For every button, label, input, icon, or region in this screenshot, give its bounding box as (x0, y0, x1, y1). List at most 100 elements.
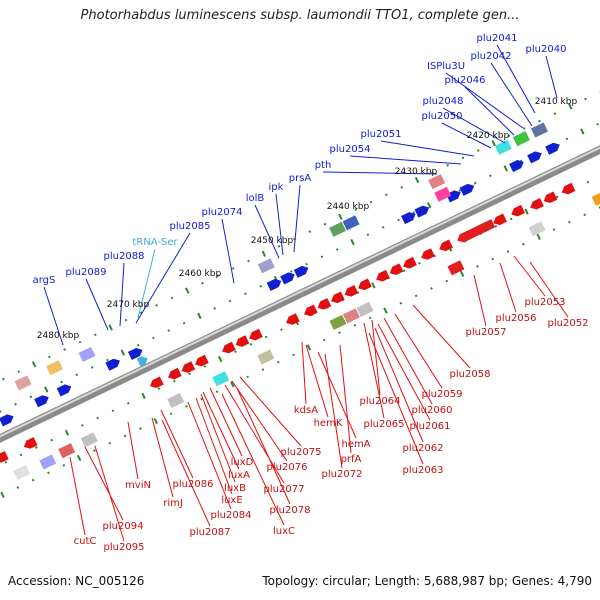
tick-mark (494, 225, 498, 228)
gene-label-luxD: luxD (231, 457, 254, 468)
gene-label-prsA: prsA (289, 173, 312, 184)
tick-mark (259, 284, 262, 288)
tick-mark (445, 279, 449, 283)
tick-mark (31, 478, 35, 482)
tick-mark (126, 401, 130, 405)
backbone (0, 145, 600, 443)
gene-label-plu2060: plu2060 (412, 405, 453, 416)
reverse-gene-arrow (23, 437, 38, 449)
leader-line (301, 341, 307, 405)
tick-mark (538, 119, 541, 123)
backbone-line (0, 145, 600, 443)
forward-gene-arrow (509, 160, 524, 173)
tick-mark (60, 380, 63, 384)
tick-mark (491, 140, 496, 147)
tick-mark (246, 375, 249, 379)
scale-labels: 2410 kbp 2420 kbp 2430 kbp 2440 kbp 2450 kbp… (37, 97, 578, 341)
tick-mark (230, 381, 235, 388)
forward-feature-block (530, 122, 548, 138)
reverse-feature-block (257, 349, 275, 365)
forward-gene-arrow (266, 278, 282, 291)
accession-text: Accession: NC_005126 (8, 574, 145, 588)
tick-mark (522, 242, 525, 246)
leader-line (195, 397, 233, 495)
reverse-feature-block (80, 432, 98, 448)
gene-label-plu2057: plu2057 (466, 327, 507, 338)
tick-mark (188, 372, 191, 376)
tick-mark (78, 340, 82, 344)
scale-label-2440: 2440 kbp (327, 202, 370, 212)
tick-mark (50, 438, 54, 442)
gene-label-luxC: luxC (273, 526, 295, 537)
tick-mark (29, 395, 33, 399)
tick-mark (506, 250, 510, 253)
gene-label-lolB: lolB (246, 193, 265, 204)
tick-mark (197, 312, 202, 319)
leader-line (202, 391, 240, 470)
gene-label-tRNA-Ser: tRNA-Ser (132, 237, 178, 248)
gene-label-plu2064: plu2064 (360, 396, 401, 407)
tick-mark (368, 316, 372, 320)
tick-mark (31, 361, 37, 368)
gene-label-luxA: luxA (228, 470, 250, 481)
tick-mark (111, 409, 115, 412)
tick-mark (306, 344, 312, 351)
tick-mark (35, 446, 38, 449)
gene-label-plu2053: plu2053 (525, 297, 566, 308)
forward-feature-block (257, 258, 275, 274)
tick-mark (213, 307, 217, 310)
tick-mark (417, 261, 421, 265)
tick-mark (584, 97, 587, 101)
leader-line (254, 204, 280, 259)
tick-mark (524, 208, 529, 215)
tick-mark (2, 377, 5, 381)
leader-line (293, 184, 301, 253)
tick-mark (108, 441, 112, 445)
tick-mark (371, 282, 376, 289)
gene-label-plu2063: plu2063 (403, 465, 444, 476)
forward-feature-block (428, 174, 446, 190)
tick-mark (228, 299, 232, 303)
leader-line (368, 332, 424, 465)
scale-label-2470: 2470 kbp (107, 300, 150, 310)
forward-gene-arrow (401, 212, 416, 225)
tick-mark (167, 329, 171, 332)
gene-label-plu2072: plu2072 (322, 469, 363, 480)
leader-line (200, 393, 236, 483)
leader-line (499, 262, 517, 313)
forward-feature-block (46, 360, 64, 376)
gene-label-plu2084: plu2084 (211, 510, 252, 521)
leader-line (412, 304, 471, 369)
forward-feature-block (78, 346, 96, 362)
tick-mark (338, 213, 343, 220)
tick-mark (152, 336, 155, 340)
forward-feature-block (14, 375, 32, 391)
tick-mark (491, 257, 495, 261)
gene-label-plu2054: plu2054 (330, 144, 371, 155)
leader-line (464, 86, 515, 136)
leader-line (275, 193, 284, 256)
tick-mark (249, 342, 253, 346)
gene-label-plu2065: plu2065 (364, 419, 405, 430)
tick-mark (414, 294, 418, 298)
forward-gene-arrow (34, 395, 49, 408)
reverse-gene-arrow (358, 278, 372, 291)
leader-line (363, 322, 385, 419)
tick-mark (402, 269, 406, 272)
reverse-feature-block (329, 314, 347, 330)
reverse-gene-arrow (439, 239, 453, 252)
leader-line (94, 445, 125, 542)
reverse-gene-arrow (331, 291, 345, 304)
gene-features (0, 122, 600, 480)
scale-label-2460: 2460 kbp (179, 269, 222, 279)
leader-line (160, 409, 194, 479)
tick-mark (63, 348, 67, 351)
gene-label-plu2062: plu2062 (403, 443, 444, 454)
reverse-gene-arrow (195, 354, 209, 367)
tick-mark (596, 122, 599, 126)
gene-label-cutC: cutC (74, 536, 97, 547)
tick-mark (62, 464, 66, 467)
scale-label-2450: 2450 kbp (251, 236, 294, 246)
leader-line (224, 384, 285, 484)
tick-mark (473, 181, 477, 185)
